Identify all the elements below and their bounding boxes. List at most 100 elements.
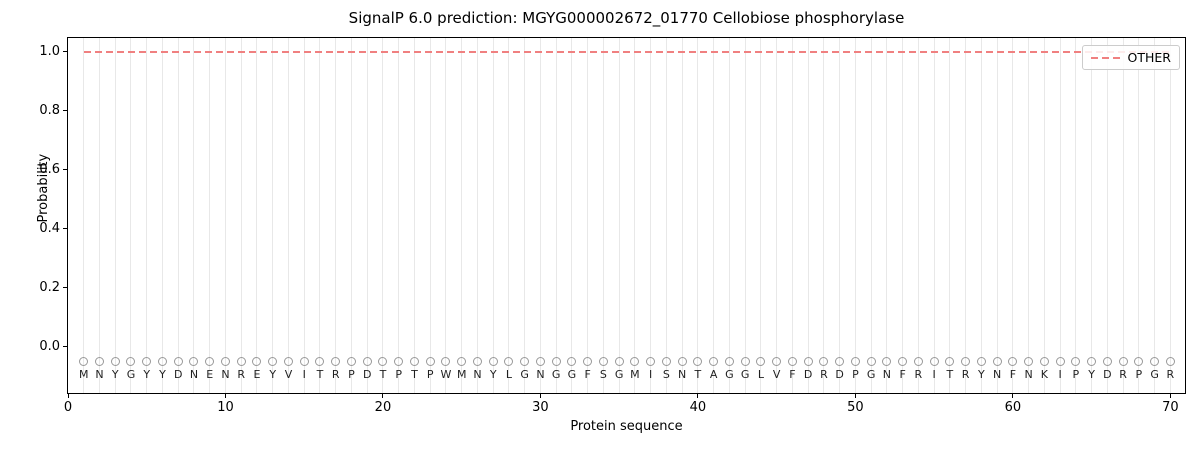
chart-title: SignalP 6.0 prediction: MGYG000002672_01… bbox=[348, 9, 905, 27]
residue-marker bbox=[488, 357, 498, 367]
residue-marker bbox=[441, 357, 451, 367]
residue-letter: T bbox=[411, 367, 418, 381]
gridline bbox=[146, 38, 148, 393]
residue-marker bbox=[457, 357, 467, 367]
gridline bbox=[681, 38, 683, 393]
x-tick-mark bbox=[1169, 394, 1171, 398]
residue-marker bbox=[929, 357, 939, 367]
gridline bbox=[524, 38, 526, 393]
y-tick-label: 0.2 bbox=[39, 279, 60, 295]
gridline bbox=[445, 38, 447, 393]
residue-marker bbox=[1039, 357, 1049, 367]
x-tick-label: 60 bbox=[1004, 400, 1022, 415]
gridline bbox=[1122, 38, 1124, 393]
gridline bbox=[870, 38, 872, 393]
residue-letter: L bbox=[757, 367, 764, 381]
residue-marker bbox=[299, 357, 309, 367]
gridline bbox=[949, 38, 951, 393]
residue-marker bbox=[693, 357, 703, 367]
residue-letter: T bbox=[316, 367, 324, 381]
legend-other-label: OTHER bbox=[1127, 50, 1171, 65]
residue-marker bbox=[142, 357, 152, 367]
y-tick-mark bbox=[63, 110, 67, 112]
residue-letter: F bbox=[1009, 367, 1017, 381]
gridline bbox=[114, 38, 116, 393]
x-tick-label: 0 bbox=[63, 400, 73, 415]
residue-marker bbox=[835, 357, 845, 367]
y-tick-label: 0.8 bbox=[39, 102, 60, 118]
residue-letter: N bbox=[993, 367, 1002, 381]
x-axis-label: Protein sequence bbox=[570, 419, 683, 434]
gridline bbox=[461, 38, 463, 393]
gridline bbox=[776, 38, 778, 393]
residue-letter: D bbox=[173, 367, 183, 381]
residue-letter: T bbox=[946, 367, 954, 381]
x-tick-mark bbox=[697, 394, 699, 398]
residue-letter: D bbox=[362, 367, 372, 381]
residue-marker bbox=[173, 357, 183, 367]
residue-marker bbox=[787, 357, 797, 367]
gridline bbox=[398, 38, 400, 393]
gridline bbox=[744, 38, 746, 393]
gridline bbox=[193, 38, 195, 393]
residue-letter: M bbox=[456, 367, 467, 381]
gridline bbox=[272, 38, 274, 393]
gridline bbox=[1169, 38, 1171, 393]
residue-letter: I bbox=[302, 367, 306, 381]
residue-marker bbox=[709, 357, 719, 367]
residue-letter: G bbox=[725, 367, 734, 381]
residue-marker bbox=[378, 357, 388, 367]
residue-marker bbox=[535, 357, 545, 367]
gridline bbox=[839, 38, 841, 393]
residue-marker bbox=[583, 357, 593, 367]
residue-marker bbox=[236, 357, 246, 367]
residue-letter: D bbox=[803, 367, 813, 381]
residue-letter: R bbox=[820, 367, 828, 381]
x-tick-mark bbox=[854, 394, 856, 398]
gridline bbox=[224, 38, 226, 393]
residue-letter: L bbox=[505, 367, 512, 381]
residue-letter: E bbox=[206, 367, 214, 381]
gridline bbox=[854, 38, 856, 393]
residue-letter: R bbox=[331, 367, 340, 381]
gridline bbox=[996, 38, 998, 393]
gridline bbox=[161, 38, 163, 393]
residue-marker bbox=[252, 357, 262, 367]
gridline bbox=[634, 38, 636, 393]
gridline bbox=[319, 38, 321, 393]
gridline bbox=[665, 38, 667, 393]
gridline bbox=[382, 38, 384, 393]
residue-letter: F bbox=[584, 367, 591, 381]
gridline bbox=[240, 38, 242, 393]
residue-marker bbox=[1150, 357, 1160, 367]
residue-letter: I bbox=[932, 367, 936, 381]
y-tick-mark bbox=[63, 51, 67, 53]
residue-letter: P bbox=[1135, 367, 1143, 381]
residue-marker bbox=[346, 357, 356, 367]
residue-marker bbox=[1055, 357, 1065, 367]
residue-marker bbox=[614, 357, 624, 367]
residue-letter: G bbox=[740, 367, 750, 381]
residue-marker bbox=[1102, 357, 1112, 367]
gridline bbox=[1012, 38, 1014, 393]
gridline bbox=[1059, 38, 1061, 393]
residue-marker bbox=[992, 357, 1002, 367]
gridline bbox=[476, 38, 478, 393]
gridline bbox=[618, 38, 620, 393]
residue-letter: I bbox=[1058, 367, 1062, 381]
residue-letter: N bbox=[1024, 367, 1033, 381]
x-tick-label: 20 bbox=[374, 400, 392, 415]
residue-letter: G bbox=[1150, 367, 1159, 381]
residue-marker bbox=[409, 357, 419, 367]
x-tick-label: 70 bbox=[1162, 400, 1179, 415]
gridline bbox=[83, 38, 85, 393]
residue-marker bbox=[94, 357, 104, 367]
gridline bbox=[602, 38, 604, 393]
gridline bbox=[335, 38, 337, 393]
residue-marker bbox=[205, 357, 215, 367]
gridline bbox=[713, 38, 715, 393]
residue-letter: F bbox=[899, 367, 906, 381]
gridline bbox=[965, 38, 967, 393]
residue-letter: D bbox=[835, 367, 844, 381]
